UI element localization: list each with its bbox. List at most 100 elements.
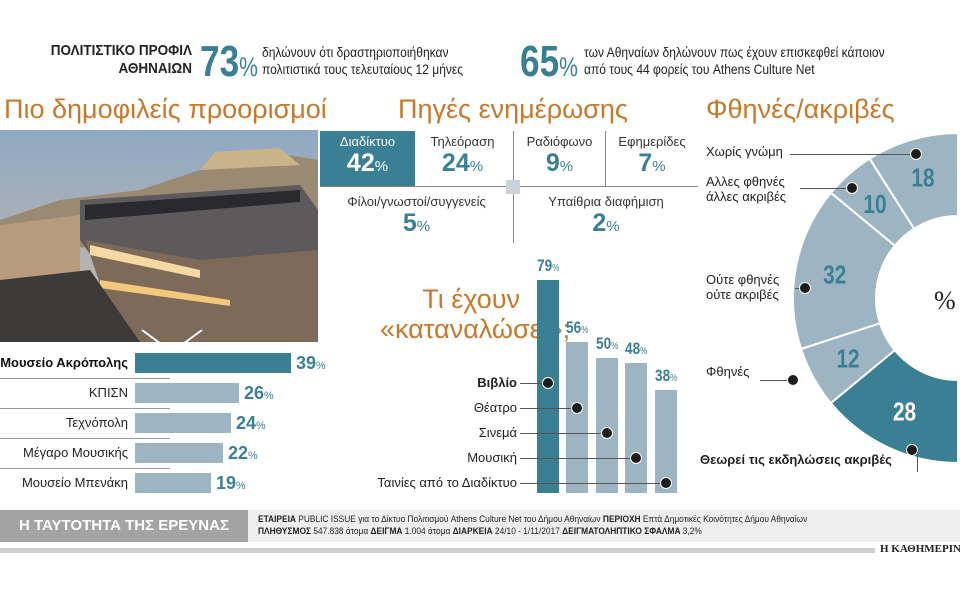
donut-label-line: Φθηνές bbox=[706, 364, 750, 379]
donut-value: 12 bbox=[836, 344, 859, 373]
leader-line bbox=[520, 483, 667, 484]
donut-value: 10 bbox=[863, 190, 886, 219]
bar-0 bbox=[135, 353, 291, 373]
donut-value: 18 bbox=[911, 163, 934, 192]
source-value: 7% bbox=[606, 150, 698, 180]
bar-value: 22% bbox=[228, 443, 258, 464]
stat1-unit: % bbox=[239, 52, 258, 82]
population-key: ΠΛΗΘΥΣΜΟΣ bbox=[258, 526, 312, 537]
source-value-unit: % bbox=[374, 158, 389, 175]
donut-label-line: Χωρίς γνώμη bbox=[706, 144, 783, 159]
stat1-line2: πολιτιστικά τους τελευταίους 12 μήνες bbox=[262, 61, 464, 77]
column-value: 50% bbox=[596, 334, 618, 354]
column-value-unit: % bbox=[670, 373, 678, 385]
bar-value-number: 24 bbox=[236, 413, 257, 433]
column-1 bbox=[566, 341, 588, 493]
donut-center-label: % bbox=[934, 286, 956, 315]
stat2-text: των Αθηναίων δηλώνουν πως έχουν επισκεφθ… bbox=[584, 44, 885, 78]
leader-line bbox=[520, 458, 637, 459]
source-value-unit: % bbox=[606, 218, 620, 235]
donut-value: 32 bbox=[823, 260, 846, 289]
donut-label-line: Θεωρεί τις εκδηλώσεις ακριβές bbox=[700, 452, 892, 467]
grid-center-square bbox=[506, 180, 520, 194]
bar-value-unit: % bbox=[316, 360, 326, 372]
row-divider bbox=[0, 438, 170, 439]
bar-value-number: 26 bbox=[244, 383, 265, 403]
stat-73: 73% bbox=[200, 40, 258, 89]
consumption-title-2: «καταναλώσει»; bbox=[380, 314, 571, 344]
source-label: Ραδιόφωνο bbox=[526, 134, 593, 149]
sources-title: Πηγές ενημέρωσης bbox=[398, 94, 628, 124]
source-value-number: 7 bbox=[638, 149, 653, 177]
donut-value: 28 bbox=[893, 397, 916, 426]
column-value: 56% bbox=[566, 318, 588, 338]
survey-title: Η ΤΑΥΤΟΤΗΤΑ ΤΗΣ ΕΡΕΥΝΑΣ bbox=[0, 510, 248, 542]
stat2-value: 65 bbox=[520, 37, 560, 86]
stat1-line1: δηλώνουν ότι δραστηριοποιήθηκαν bbox=[262, 44, 449, 60]
row-divider bbox=[0, 408, 170, 409]
donut-leader bbox=[800, 188, 852, 189]
bar-value-unit: % bbox=[256, 420, 266, 432]
bar-label: Μουσείο Μπενάκη bbox=[21, 475, 128, 490]
donut-dot bbox=[910, 148, 922, 160]
donut-label-4: Θεωρεί τις εκδηλώσεις ακριβές bbox=[700, 452, 892, 467]
donut-dot bbox=[846, 182, 858, 194]
price-title: Φθηνές/ακριβές bbox=[706, 94, 895, 124]
column-label: Θέατρο bbox=[473, 400, 517, 415]
error-value: 3,2% bbox=[682, 526, 702, 537]
column-label: Σινεμά bbox=[478, 425, 517, 440]
donut-label-0: Χωρίς γνώμη bbox=[706, 144, 783, 159]
row-divider bbox=[0, 378, 170, 379]
bar-4 bbox=[135, 473, 211, 493]
donut-label-1: Αλλες φθηνές άλλες ακριβές bbox=[706, 174, 786, 204]
bar-value: 39% bbox=[296, 353, 326, 374]
source-label: Εφημερίδες bbox=[618, 134, 686, 149]
source-value: 9% bbox=[514, 150, 605, 180]
bar-value-unit: % bbox=[236, 480, 246, 492]
column-value-unit: % bbox=[581, 324, 589, 336]
source-0: Διαδίκτυο 42% bbox=[320, 134, 415, 180]
bar-value-unit: % bbox=[248, 450, 258, 462]
infographic-title: ΠΟΛΙΤΙΣΤΙΚΟ ΠΡΟΦΙΛ ΑΘΗΝΑΙΩΝ bbox=[21, 42, 192, 78]
column-value: 38% bbox=[655, 366, 677, 386]
donut-leader bbox=[917, 452, 918, 472]
stat2-line2: από τους 44 φορείς του Athens Culture Ne… bbox=[584, 61, 815, 77]
source-label: Φίλοι/γνωστοί/συγγενείς bbox=[347, 194, 486, 209]
donut-dot bbox=[799, 282, 811, 294]
leader-dot bbox=[542, 377, 554, 389]
internet-highlight bbox=[320, 131, 415, 187]
column-value-number: 79 bbox=[537, 255, 553, 275]
area-value: Επτά Δημοτικές Κοινότητες Δήμου Αθηναίων bbox=[642, 514, 808, 525]
leader-dot bbox=[630, 452, 642, 464]
source-value-number: 9 bbox=[545, 149, 560, 177]
grid-divider-v2 bbox=[605, 131, 606, 187]
leader-dot bbox=[660, 477, 672, 489]
donut-segment-4 bbox=[829, 348, 959, 465]
source-value-number: 5 bbox=[402, 209, 417, 237]
column-value-number: 56 bbox=[566, 317, 582, 337]
company-value: PUBLIC ISSUE για το Δίκτυο Πολιτισμού At… bbox=[298, 514, 601, 525]
title-line-1: ΠΟΛΙΤΙΣΤΙΚΟ ΠΡΟΦΙΛ bbox=[50, 42, 192, 59]
source-label: Υπαίθρια διαφήμιση bbox=[548, 194, 664, 209]
area-key: ΠΕΡΙΟΧΗ bbox=[602, 514, 641, 525]
source-5: Υπαίθρια διαφήμιση 2% bbox=[514, 194, 698, 240]
destinations-title: Πιο δημοφιλείς προορισμοί bbox=[4, 94, 327, 124]
source-value: 5% bbox=[320, 210, 513, 240]
column-value-number: 50 bbox=[596, 334, 612, 353]
stat1-value: 73 bbox=[200, 37, 240, 86]
title-line-2: ΑΘΗΝΑΙΩΝ bbox=[118, 60, 192, 77]
brand-logo: Η ΚΑΘΗΜΕΡΙΝΗ bbox=[880, 543, 960, 555]
source-value-unit: % bbox=[416, 218, 431, 235]
column-value: 48% bbox=[625, 339, 647, 359]
source-label: Τηλεόραση bbox=[430, 134, 495, 149]
survey-details: ΕΤΑΙΡΕΙΑ PUBLIC ISSUE για το Δίκτυο Πολι… bbox=[258, 514, 807, 538]
acropolis-museum-photo bbox=[0, 130, 318, 342]
error-key: ΔΕΙΓΜΑΤΟΛΗΠΤΙΚΟ ΣΦΑΛΜΑ bbox=[562, 526, 681, 537]
source-value-number: 2 bbox=[592, 209, 607, 237]
column-value-unit: % bbox=[552, 262, 560, 274]
source-label: Διαδίκτυο bbox=[339, 134, 396, 149]
source-value: 24% bbox=[415, 150, 510, 180]
bar-value: 26% bbox=[244, 383, 274, 404]
bar-value-number: 19 bbox=[216, 473, 237, 493]
bar-value-unit: % bbox=[264, 390, 274, 402]
